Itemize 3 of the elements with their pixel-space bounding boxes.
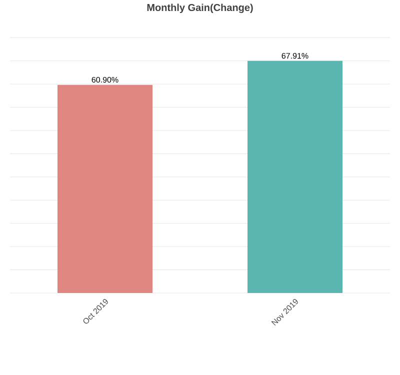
data-label: 67.91%	[282, 52, 308, 59]
chart-title: Monthly Gain(Change)	[147, 4, 253, 14]
data-label: 60.90%	[92, 76, 118, 83]
